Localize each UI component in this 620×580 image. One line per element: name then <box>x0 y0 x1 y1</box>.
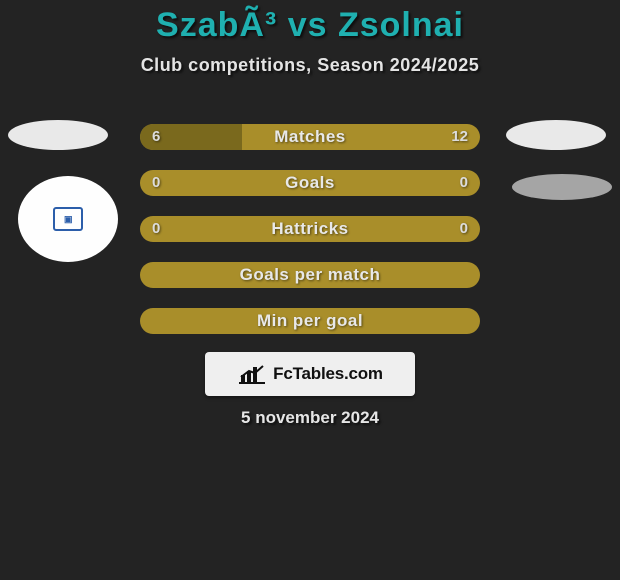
player2-header-shape <box>506 120 606 150</box>
stat-rows: 6 Matches 12 0 Goals 0 0 Hattricks 0 Goals per ma… <box>140 124 480 354</box>
player1-header-shape <box>8 120 108 150</box>
logo-text: FcTables.com <box>273 364 383 384</box>
player1-avatar: ▣ <box>18 176 118 262</box>
date-line: 5 november 2024 <box>0 408 620 428</box>
stat-label: Hattricks <box>271 219 348 239</box>
stat-label: Goals per match <box>240 265 381 285</box>
stat-row: 0 Hattricks 0 <box>140 216 480 242</box>
comparison-widget: SzabÃ³ vs Zsolnai Club competitions, Sea… <box>0 0 620 580</box>
stat-row: Min per goal <box>140 308 480 334</box>
stat-left-value: 0 <box>152 216 160 242</box>
stat-right-value: 0 <box>460 170 468 196</box>
page-subtitle: Club competitions, Season 2024/2025 <box>0 55 620 76</box>
stat-left-value: 0 <box>152 170 160 196</box>
page-title: SzabÃ³ vs Zsolnai <box>0 0 620 45</box>
stat-right-value: 0 <box>460 216 468 242</box>
chart-icon <box>237 363 267 385</box>
stat-row: 6 Matches 12 <box>140 124 480 150</box>
stat-right-value: 12 <box>451 124 468 150</box>
player2-avatar-shape <box>512 174 612 200</box>
stat-label: Min per goal <box>257 311 363 331</box>
stat-label: Matches <box>274 127 346 147</box>
stat-row: 0 Goals 0 <box>140 170 480 196</box>
stat-row: Goals per match <box>140 262 480 288</box>
logo-box[interactable]: FcTables.com <box>205 352 415 396</box>
stat-left-value: 6 <box>152 124 160 150</box>
stat-label: Goals <box>285 173 335 193</box>
placeholder-icon: ▣ <box>53 207 83 231</box>
